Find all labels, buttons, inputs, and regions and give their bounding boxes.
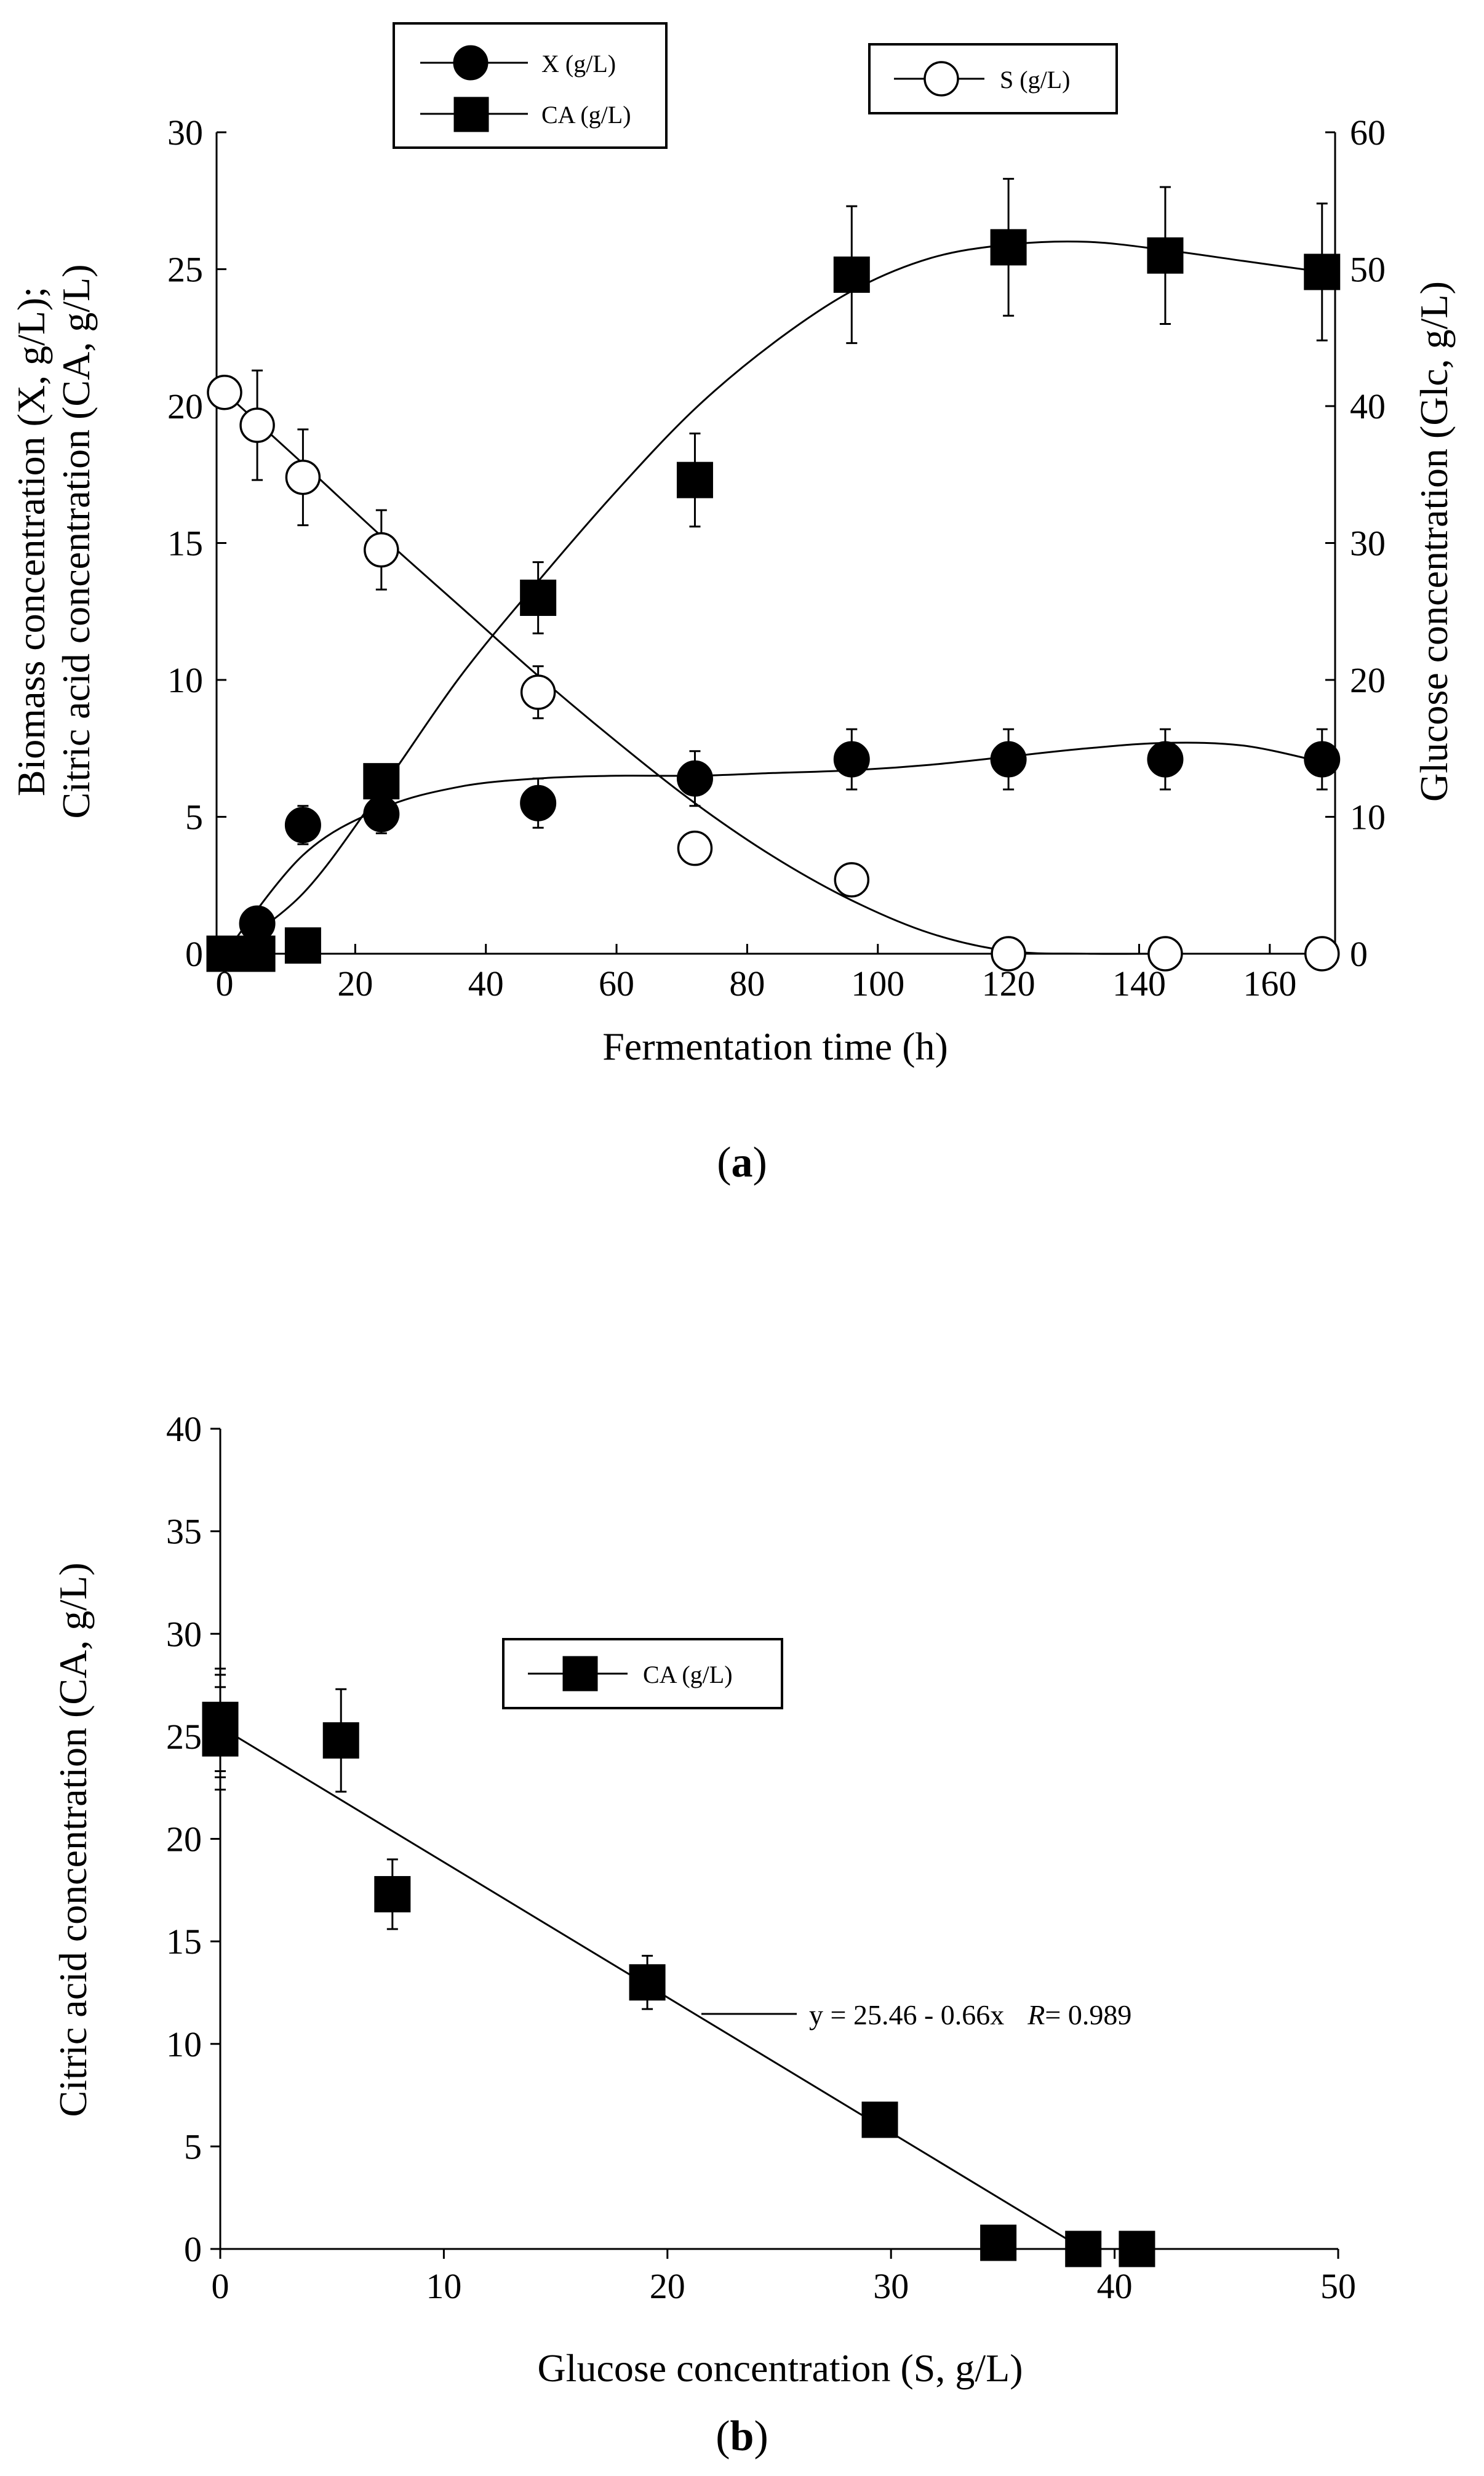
data-point-a-1 [239,935,276,972]
y-tick-label-right-a: 20 [1350,660,1386,700]
data-point-b [202,1720,239,1757]
y-tick-label-b: 25 [166,1717,202,1757]
data-point-b [1119,2230,1155,2267]
data-point-a-2 [285,459,321,495]
panel-label-a: (a) [717,1139,767,1186]
y-tick-label-b: 0 [184,2229,202,2269]
data-point-a-1 [520,580,557,616]
x-tick-label-b: 40 [1097,2266,1133,2306]
fit-curve-a-1 [224,240,1322,955]
x-tick-label-a: 80 [729,964,765,1004]
legend-label-ca: CA (g/L) [541,101,631,129]
y-tick-label-right-a: 50 [1350,250,1386,290]
legend-label-s: S (g/L) [1000,66,1070,94]
x-tick-label-b: 50 [1320,2266,1356,2306]
data-point-a-1 [284,927,321,964]
legend-a-left: X (g/L) CA (g/L) [393,22,668,149]
data-point-a-0 [1147,741,1184,778]
x-tick-label-a: 20 [337,964,373,1004]
data-point-a-2 [364,532,399,568]
x-tick-label-a: 40 [468,964,504,1004]
y-tick-label-b: 15 [166,1922,202,1962]
x-axis-title-a-visible: Fermentation time (h) [602,1024,948,1068]
data-point-b [629,1964,666,2001]
data-point-b [861,2101,898,2138]
x-tick-label-b: 30 [873,2266,909,2306]
data-point-b [322,1722,359,1759]
legend-label-ca-b: CA (g/L) [643,1661,733,1688]
data-point-a-0 [520,785,557,821]
data-point-a-0 [363,796,400,833]
fit-curve-a-2 [223,391,1322,955]
data-point-b [980,2224,1017,2261]
data-point-a-0 [833,741,870,778]
data-point-a-1 [1147,237,1184,274]
chart-b: CA (g/L) 0 10 20 30 40 50 0 5 10 15 20 25 30 35 40 y =… [51,1409,1356,2460]
y-tick-label-left-a: 5 [185,797,203,837]
data-point-a-2 [1147,936,1183,972]
x-tick-label-a: 60 [599,964,634,1004]
data-point-a-1 [363,763,400,800]
x-tick-label-b: 20 [650,2266,685,2306]
data-point-a-1 [833,256,870,293]
x-tick-label-a: 160 [1243,964,1296,1004]
data-point-a-2 [239,407,275,443]
fit-equation-annotation: y = 25.46 - 0.66x R= 0.989 [809,1999,1131,2031]
data-point-b [374,1875,411,1912]
data-point-a-0 [1304,741,1341,778]
y-tick-label-right-a: 60 [1350,113,1386,153]
y-axis-title-a-right: Glucose concentration (Glc, g/L) [1412,281,1456,802]
data-point-a-0 [284,807,321,844]
y-tick-label-left-a: 10 [167,660,203,700]
legend-a-right: S (g/L) [868,43,1118,114]
y-tick-label-b: 40 [166,1409,202,1449]
legend-b: CA (g/L) [502,1638,783,1709]
data-point-a-1 [1304,254,1341,290]
x-axis-title-b: Glucose concentration (S, g/L) [537,2346,1023,2390]
y-tick-label-left-a: 30 [167,113,203,153]
data-point-a-1 [676,461,713,498]
y-tick-label-b: 5 [184,2127,202,2166]
y-tick-label-left-a: 20 [167,386,203,426]
y-tick-label-right-a: 10 [1350,797,1386,837]
y-tick-label-right-a: 30 [1350,524,1386,564]
y-tick-label-b: 10 [166,2024,202,2064]
x-tick-label-b: 0 [212,2266,229,2306]
chart-a: X (g/L) CA (g/L) S (g/L) 0 20 40 60 80 100 120… [9,22,1456,1186]
data-point-a-2 [520,674,556,710]
x-tick-label-b: 10 [426,2266,461,2306]
data-point-b [1065,2230,1102,2267]
y-tick-label-left-a: 25 [167,250,203,290]
data-point-a-2 [991,936,1026,972]
data-point-a-1 [990,229,1027,266]
y-tick-label-b: 30 [166,1614,202,1654]
y-tick-label-left-a: 15 [167,524,203,564]
panel-label-b: (b) [716,2413,768,2460]
x-tick-label-a: 140 [1112,964,1166,1004]
legend-label-x: X (g/L) [541,50,616,78]
data-point-a-2 [207,375,242,410]
y-axis-title-a-line2: Citric acid concentration (CA, g/L) [54,264,98,818]
x-tick-label-a: 100 [851,964,904,1004]
data-point-a-2 [1304,936,1340,972]
y-tick-label-right-a: 40 [1350,386,1386,426]
data-point-a-0 [990,741,1027,778]
data-point-a-0 [676,760,713,797]
y-tick-label-b: 20 [166,1819,202,1859]
y-tick-label-right-a: 0 [1350,934,1368,974]
y-axis-title-a-line1: Biomass concentration (X, g/L); [9,287,53,796]
data-point-a-2 [677,830,713,866]
y-tick-label-left-a: 0 [185,934,203,974]
data-point-a-2 [834,862,870,898]
y-tick-label-b: 35 [166,1512,202,1552]
y-axis-title-b: Citric acid concentration (CA, g/L) [51,1562,95,2117]
